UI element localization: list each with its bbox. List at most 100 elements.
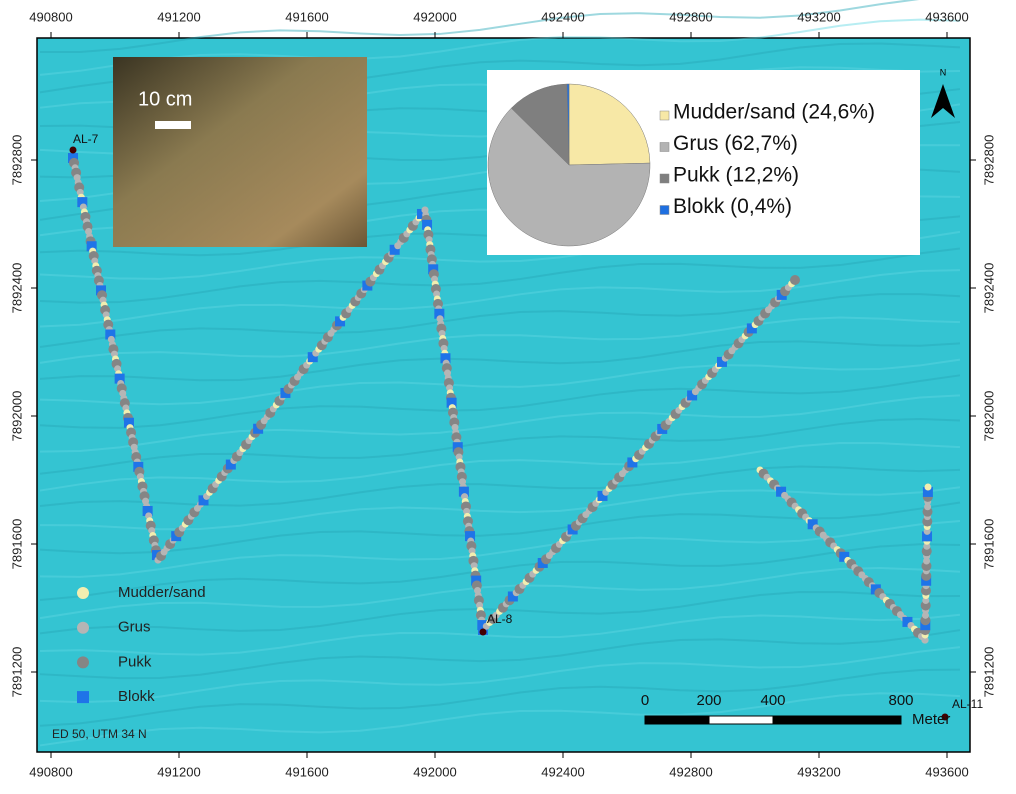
north-arrow [931,84,955,118]
track-block [105,329,116,340]
x-tick-label: 491600 [285,9,328,24]
legend-label: Blokk [118,688,155,705]
pie-legend-label: Pukk (12,2%) [673,164,799,187]
relief-line [39,629,961,680]
track-point [921,611,929,619]
relief-line [39,486,961,531]
scale-unit: Meter [912,711,950,728]
x-tick-label: 490800 [29,9,72,24]
relief-line [39,340,961,382]
survey-track: AL-7 AL-8 AL-11 [68,132,983,721]
track-point [923,557,931,565]
legend-label: Grus [118,619,151,636]
track-block [389,244,400,255]
relief-line [39,543,961,601]
pie-chart: Mudder/sand (24,6%) Grus (62,7%) Pukk (12,… [487,83,875,247]
pie-legend-swatch [659,110,670,121]
x-tick-label: 492800 [669,9,712,24]
track-block [922,531,933,542]
track-block [902,616,913,627]
y-tick-label: 7892400 [981,263,996,314]
station-marker [69,146,77,154]
y-tick-label: 7891200 [981,647,996,698]
track-block [870,584,881,595]
track-block [458,486,469,497]
scale-segment [708,715,774,725]
north-label: N [940,67,947,77]
track-block [446,397,457,408]
x-tick-label: 493200 [797,764,840,779]
station-marker [479,628,487,636]
station-marker [941,713,949,721]
relief-line [39,668,961,727]
relief-line [39,613,961,656]
scale-label: 800 [888,692,913,709]
pie-legend-swatch [659,205,670,215]
track-block [114,373,125,384]
x-tick-label: 492400 [541,764,584,779]
station-label: AL-8 [487,612,513,626]
track-block [922,486,933,497]
relief-line [39,465,961,507]
scale-bar: 0 200 400 800 Meter [641,692,951,728]
x-tick-label: 492000 [413,764,456,779]
track-block [307,352,318,363]
station-label: AL-11 [952,697,983,711]
relief-line [39,520,961,578]
x-tick-label: 492800 [669,764,712,779]
legend-label: Pukk [118,653,152,670]
track-block [225,459,236,470]
relief-line [39,567,961,620]
pie-legend-label: Grus (62,7%) [673,132,798,155]
pie-slice [566,83,570,166]
x-tick-label: 492000 [413,9,456,24]
track-block [198,495,209,506]
pie-legend-swatch [659,142,670,152]
relief-line [39,692,961,747]
x-tick-label: 493600 [925,764,968,779]
track-point [923,527,931,535]
y-tick-label: 7891200 [9,647,24,698]
legend-label: Mudder/sand [118,584,206,601]
track-block [68,153,78,163]
relief-line [39,18,961,76]
track-block [86,241,97,252]
scale-segment [772,715,902,725]
track-block [627,457,638,468]
track-point [790,275,800,285]
scale-label: 400 [760,692,785,709]
track-block [440,353,451,364]
pie-legend-swatch [659,173,670,184]
scale-segment [644,715,710,725]
track-block [839,551,850,562]
y-tick-label: 7891600 [9,519,24,570]
track-block [253,423,264,434]
y-tick-label: 7891600 [981,519,996,570]
track-point [922,597,930,605]
relief-line [39,394,961,453]
relief-line [39,0,920,53]
pie-legend-label: Mudder/sand (24,6%) [673,101,875,124]
track-block [597,490,608,501]
y-tick-label: 7892000 [981,391,996,442]
track-block [123,417,134,428]
photo-scale-label: 10 cm [138,88,192,110]
x-tick-label: 493600 [925,9,968,24]
projection-label: ED 50, UTM 34 N [52,727,147,741]
track-block [422,219,433,230]
track-block [807,519,818,530]
x-tick-label: 491600 [285,764,328,779]
relief-line [39,646,961,704]
track-block [687,390,698,401]
x-tick-label: 493200 [797,9,840,24]
track-block [77,197,88,208]
y-tick-label: 7892800 [981,135,996,186]
track-block [280,387,291,398]
y-tick-label: 7892800 [9,135,24,186]
track-block [776,486,787,497]
x-tick-label: 492400 [541,9,584,24]
coordinate-ticks: 490800 490800 491200 491200 491600 491600 4920… [9,9,996,779]
pie-legend-label: Blokk (0,4%) [673,195,792,218]
